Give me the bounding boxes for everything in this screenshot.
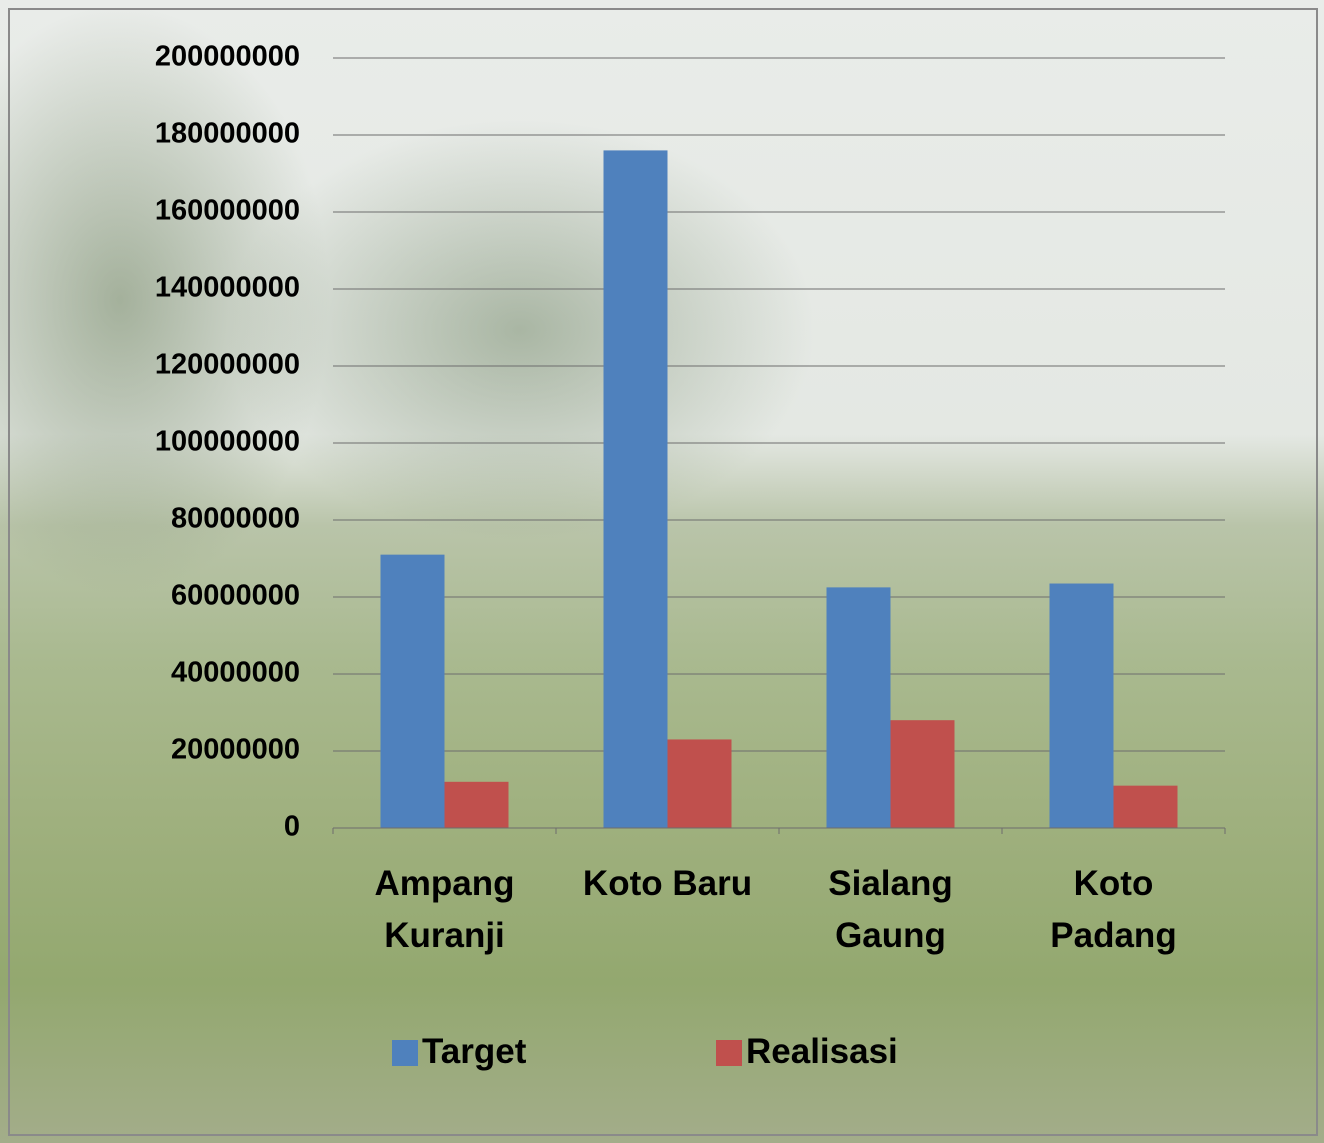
y-tick-label: 120000000 bbox=[155, 349, 300, 381]
plot: 0 20000000 40000000 60000000 80000000 1000000… bbox=[0, 0, 1324, 1143]
x-tick-label: Ampang Kuranji bbox=[340, 858, 550, 962]
y-tick-label: 0 bbox=[284, 811, 300, 843]
y-tick-label: 140000000 bbox=[155, 272, 300, 304]
bar bbox=[891, 720, 955, 828]
bar bbox=[1050, 584, 1114, 828]
bar bbox=[604, 150, 668, 828]
y-tick-label: 200000000 bbox=[155, 41, 300, 73]
x-tick-label: Koto Baru bbox=[563, 858, 773, 910]
bar bbox=[445, 782, 509, 828]
legend-label: Realisasi bbox=[746, 1032, 898, 1072]
legend-swatch bbox=[716, 1040, 742, 1066]
y-tick-label: 80000000 bbox=[171, 503, 300, 535]
x-tick-label: Sialang Gaung bbox=[786, 858, 996, 962]
legend-label: Target bbox=[422, 1032, 526, 1072]
y-tick-label: 100000000 bbox=[155, 426, 300, 458]
legend-swatch bbox=[392, 1040, 418, 1066]
y-tick-label: 40000000 bbox=[171, 657, 300, 689]
bar bbox=[827, 587, 891, 828]
chart: 0 20000000 40000000 60000000 80000000 1000000… bbox=[0, 0, 1324, 1143]
y-tick-label: 60000000 bbox=[171, 580, 300, 612]
bar bbox=[668, 739, 732, 828]
y-tick-label: 20000000 bbox=[171, 734, 300, 766]
x-tick-label: Koto Padang bbox=[1009, 858, 1219, 962]
bar bbox=[1114, 786, 1178, 828]
y-tick-label: 160000000 bbox=[155, 195, 300, 227]
bar bbox=[381, 555, 445, 828]
y-tick-label: 180000000 bbox=[155, 118, 300, 150]
